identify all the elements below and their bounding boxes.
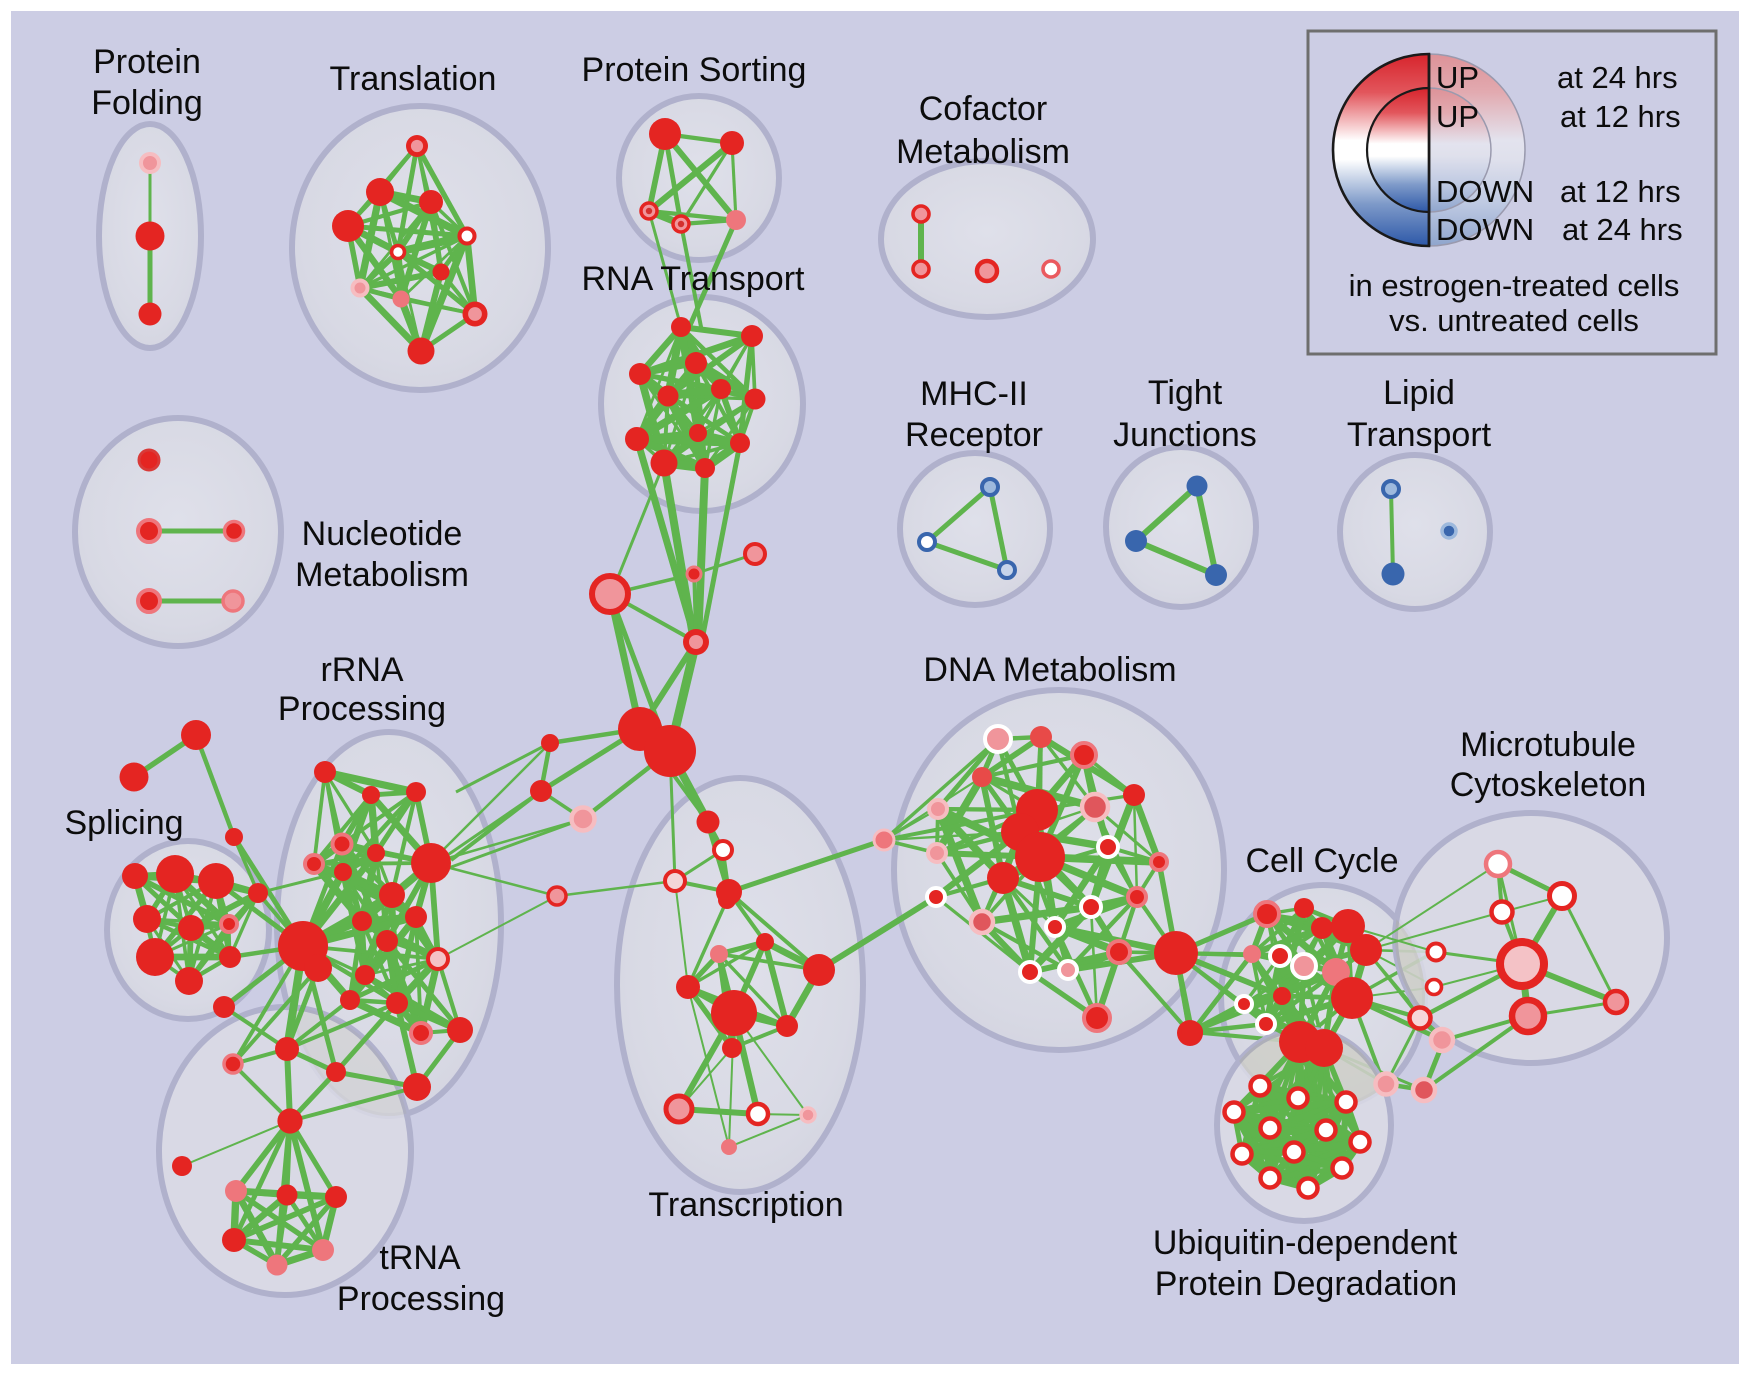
- svg-text:UP: UP: [1436, 99, 1479, 134]
- svg-text:Junctions: Junctions: [1113, 416, 1257, 454]
- svg-text:DNA Metabolism: DNA Metabolism: [923, 651, 1176, 689]
- svg-text:DOWN: DOWN: [1436, 212, 1534, 247]
- svg-text:Cytoskeleton: Cytoskeleton: [1450, 766, 1647, 804]
- svg-text:Transport: Transport: [1347, 416, 1492, 454]
- svg-text:Protein Degradation: Protein Degradation: [1155, 1265, 1457, 1303]
- svg-text:DOWN: DOWN: [1436, 174, 1534, 209]
- svg-text:Cofactor: Cofactor: [919, 90, 1048, 128]
- svg-text:tRNA: tRNA: [379, 1239, 461, 1277]
- svg-text:Protein: Protein: [93, 43, 201, 81]
- svg-text:Processing: Processing: [278, 690, 446, 728]
- svg-text:MHC-II: MHC-II: [920, 375, 1028, 413]
- svg-text:UP: UP: [1436, 60, 1479, 95]
- svg-text:Folding: Folding: [91, 84, 203, 122]
- svg-text:at 24 hrs: at 24 hrs: [1557, 60, 1678, 95]
- svg-text:RNA Transport: RNA Transport: [582, 260, 806, 298]
- svg-text:at 24 hrs: at 24 hrs: [1562, 212, 1683, 247]
- svg-text:rRNA: rRNA: [320, 651, 403, 689]
- svg-text:in estrogen-treated cells: in estrogen-treated cells: [1349, 268, 1680, 303]
- svg-text:Cell Cycle: Cell Cycle: [1245, 842, 1398, 880]
- svg-text:Tight: Tight: [1148, 374, 1223, 412]
- svg-text:at 12 hrs: at 12 hrs: [1560, 174, 1681, 209]
- svg-text:Receptor: Receptor: [905, 416, 1043, 454]
- svg-text:Nucleotide: Nucleotide: [302, 515, 463, 553]
- svg-text:Protein Sorting: Protein Sorting: [582, 51, 807, 89]
- svg-text:Lipid: Lipid: [1383, 374, 1455, 412]
- svg-text:Processing: Processing: [337, 1280, 505, 1318]
- svg-text:Metabolism: Metabolism: [896, 133, 1070, 171]
- svg-text:Metabolism: Metabolism: [295, 556, 469, 594]
- svg-text:Splicing: Splicing: [64, 804, 183, 842]
- svg-text:Translation: Translation: [330, 60, 497, 98]
- svg-text:Microtubule: Microtubule: [1460, 726, 1636, 764]
- svg-text:at 12 hrs: at 12 hrs: [1560, 99, 1681, 134]
- svg-text:Ubiquitin-dependent: Ubiquitin-dependent: [1153, 1224, 1458, 1262]
- svg-text:vs. untreated cells: vs. untreated cells: [1389, 303, 1639, 338]
- svg-text:Transcription: Transcription: [648, 1186, 843, 1224]
